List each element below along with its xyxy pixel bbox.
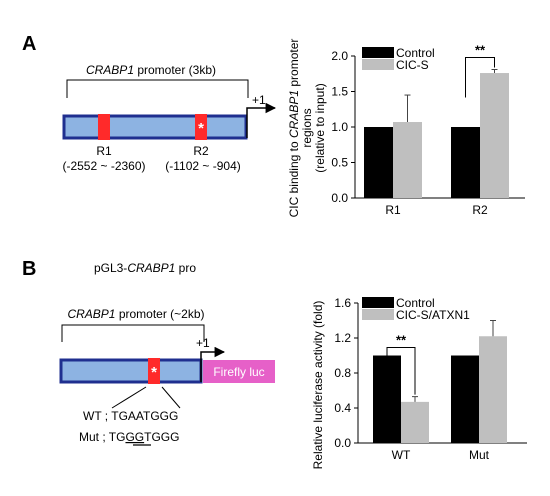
panel-a-promoter-rest: promoter (3kb) [134,63,216,77]
chart-a-legend-label: CIC-S [396,58,429,72]
chart-a-ytick-label: 2.0 [331,49,348,63]
chart-b-ytick-label: 0.0 [334,436,351,450]
chart-b-ylabel: Relative luciferase activity (fold) [311,301,325,470]
chart-a: CIC binding to CRABP1 promoter regions (… [287,39,525,218]
panel-b-tss-arrow [200,346,226,382]
panel-b-promoter-bar [59,358,203,384]
chart-a-bar-control-r1 [364,127,393,198]
panel-b-wt-sequence: WT ; TGAATGGG [83,409,178,423]
panel-a-tss-label: +1 [252,93,266,107]
chart-a-xtick-label: R1 [385,203,401,217]
chart-b-bar-control-wt [373,355,401,443]
panel-b-bracket [61,324,205,342]
chart-a-ytick-label: 1.5 [331,85,348,99]
chart-b: Relative luciferase activity (fold) 0.0 0… [311,296,527,469]
panel-b-zoom-line-right [161,386,181,409]
chart-b-bar-cic-s-atxn1-mut [479,336,507,443]
panel-b-binding-site [148,358,160,384]
chart-b-significance-label: ** [396,333,407,348]
panel-b-label: B [22,258,36,280]
chart-b-ytick-label: 0.8 [334,366,351,380]
chart-a-significance-bracket [465,56,495,98]
chart-a-bar-control-r2 [451,127,480,198]
panel-b-luciferase-box [203,360,275,383]
panel-a-label: A [22,33,36,55]
panel-b-zoom-line-left [111,386,147,409]
panel-a-bracket [66,79,249,98]
panel-b-promoter-label: CRABP1 promoter (~2kb) [67,307,204,321]
chart-b-bar-cic-s-atxn1-wt [401,401,429,443]
chart-a-xtick-label: R2 [472,203,488,217]
panel-a-r1-name: R1 [96,144,112,158]
panel-a-promoter-gene: CRABP1 [86,63,134,77]
panel-b-construct-label: pGL3-CRABP1 pro [94,261,196,275]
panel-b-mut-underlined: GG [125,430,144,444]
chart-a-legend-swatch [362,59,394,70]
chart-a-legend-swatch [362,47,394,58]
chart-b-legend-swatch [362,309,394,320]
panel-b-tss-label: +1 [196,336,210,350]
chart-a-bar-cic-s-r2 [480,73,509,198]
panel-a-r1-site [98,114,110,140]
panel-a-r2-site [195,114,207,140]
chart-b-legend-label: CIC-S/ATXN1 [396,308,470,322]
chart-b-xtick-label: WT [392,448,411,462]
panel-a-promoter-label: CRABP1 promoter (3kb) [86,63,216,77]
chart-b-ytick-label: 1.2 [334,331,351,345]
chart-a-ytick-label: 1.0 [331,120,348,134]
chart-b-ytick-label: 0.4 [334,401,351,415]
chart-a-ytick-label: 0.0 [331,191,348,205]
chart-a-significance-label: ** [475,42,486,57]
chart-a-ylabel-line3: (relative to input) [313,83,327,172]
chart-a-ylabel-line2: regions [300,108,314,147]
panel-a-tss-arrow [246,102,277,138]
chart-b-bar-control-mut [451,355,479,443]
panel-a-r1-range: (-2552 ~ -2360) [62,159,145,173]
chart-a-bar-cic-s-r1 [393,122,422,198]
chart-a-ylabel-line1: CIC binding to CRABP1 promoter [287,39,301,218]
chart-a-ytick-label: 0.5 [331,156,348,170]
panel-b-mut-sequence: Mut ; TGGGTGGG [79,430,179,444]
chart-b-significance-bracket [386,347,416,395]
panel-b-luciferase-label: Firefly luc [213,365,264,379]
chart-a-legend-label: Control [396,46,435,60]
chart-b-ytick-label: 1.6 [334,296,351,310]
chart-b-xtick-label: Mut [469,448,490,462]
chart-b-legend-label: Control [396,296,435,310]
panel-b-star-icon: * [151,364,157,381]
panel-a-r2-star-icon: * [198,120,204,137]
panel-a-r2-range: (-1102 ~ -904) [165,159,241,173]
panel-a-r2-name: R2 [193,144,209,158]
chart-b-legend-swatch [362,297,394,308]
panel-a-promoter-bar [62,114,248,140]
